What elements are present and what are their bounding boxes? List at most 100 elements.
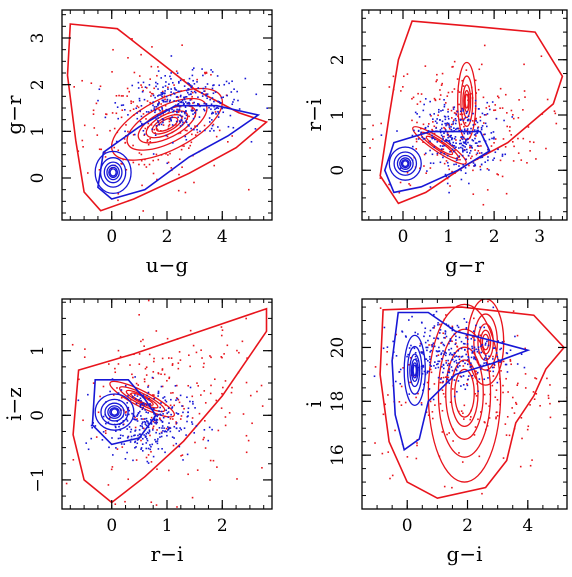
scatter-point-blue [225,80,228,83]
scatter-point-blue [446,161,449,164]
scatter-point-red [386,351,388,353]
scatter-point-red [201,357,203,359]
scatter-point-blue [488,138,491,141]
scatter-point-blue [157,103,160,105]
scatter-point-red [402,367,404,369]
y-tick-label: 1 [328,110,348,121]
scatter-point-red [96,134,99,136]
scatter-point-blue [470,145,473,147]
scatter-point-blue [464,362,466,365]
scatter-point-blue [458,129,460,132]
scatter-point-blue [449,136,452,138]
scatter-point-red [160,103,162,105]
scatter-point-red [502,360,505,363]
scatter-point-red [183,407,185,410]
scatter-point-blue [433,337,435,340]
scatter-point-blue [456,390,458,393]
scatter-point-blue [428,388,431,390]
scatter-point-red [71,343,74,346]
scatter-point-red [430,115,432,117]
scatter-point-blue [162,119,165,121]
scatter-point-blue [171,436,174,438]
scatter-point-red [145,87,148,89]
scatter-point-blue [193,90,196,93]
scatter-point-blue [458,336,461,339]
scatter-point-blue [179,95,182,98]
scatter-point-blue [444,351,446,354]
scatter-point-blue [473,129,476,131]
scatter-point-red [146,138,149,141]
scatter-point-red [447,91,450,94]
scatter-point-blue [217,112,220,115]
scatter-point-blue [465,321,468,323]
scatter-point-red [213,164,216,167]
scatter-point-blue [450,138,453,141]
scatter-point-red [261,405,264,407]
scatter-point-red [477,126,480,128]
scatter-point-red [137,384,140,386]
scatter-point-red [480,63,483,66]
scatter-point-blue [141,403,143,405]
scatter-point-blue [160,92,163,94]
scatter-point-blue [450,347,453,350]
scatter-point-red [221,282,223,284]
scatter-point-blue [473,165,475,167]
scatter-point-red [477,150,480,152]
scatter-point-red [406,171,409,174]
scatter-point-blue [175,422,178,424]
scatter-point-blue [491,366,494,369]
scatter-point-blue [396,292,398,294]
scatter-point-red [149,101,151,104]
scatter-point-red [415,457,418,460]
scatter-point-blue [192,79,194,82]
scatter-point-red [455,139,457,141]
scatter-point-red [408,183,410,185]
scatter-point-blue [429,140,431,143]
scatter-point-blue [181,119,183,122]
scatter-point-blue [492,370,495,373]
scatter-point-red [489,370,492,373]
scatter-point-blue [196,81,198,83]
scatter-point-red [150,461,153,463]
scatter-point-red [177,96,179,99]
scatter-point-blue [453,352,456,354]
scatter-point-blue [466,132,469,134]
scatter-point-blue [147,432,150,435]
scatter-point-blue [444,140,446,142]
x-tick-label: 2 [162,227,173,247]
density-contour-blue [109,168,117,177]
density-contour-blue [401,160,409,168]
scatter-point-red [532,141,535,144]
scatter-point-red [95,436,98,438]
scatter-point-red [140,159,143,162]
scatter-point-red [420,402,423,404]
scatter-point-red [447,376,450,379]
scatter-point-red [185,517,187,519]
scatter-point-blue [399,382,402,385]
scatter-point-red [177,362,180,364]
scatter-point-blue [167,416,170,419]
scatter-point-blue [145,111,148,113]
scatter-point-red [513,412,516,414]
density-contour-blue [410,358,419,383]
scatter-point-red [402,86,404,88]
scatter-point-red [419,342,422,345]
scatter-point-red [469,418,472,421]
scatter-point-blue [429,186,432,188]
scatter-point-blue [492,131,495,133]
scatter-point-blue [167,407,170,409]
scatter-point-blue [479,119,482,122]
density-contour-blue [412,364,417,377]
scatter-point-blue [470,337,473,340]
scatter-point-blue [458,142,461,145]
scatter-point-red [143,427,145,430]
scatter-point-blue [465,148,468,151]
scatter-point-red [430,344,433,346]
scatter-point-blue [488,169,490,171]
scatter-point-red [130,100,132,102]
scatter-point-red [140,340,142,343]
scatter-point-blue [429,364,431,366]
scatter-point-blue [480,345,482,348]
